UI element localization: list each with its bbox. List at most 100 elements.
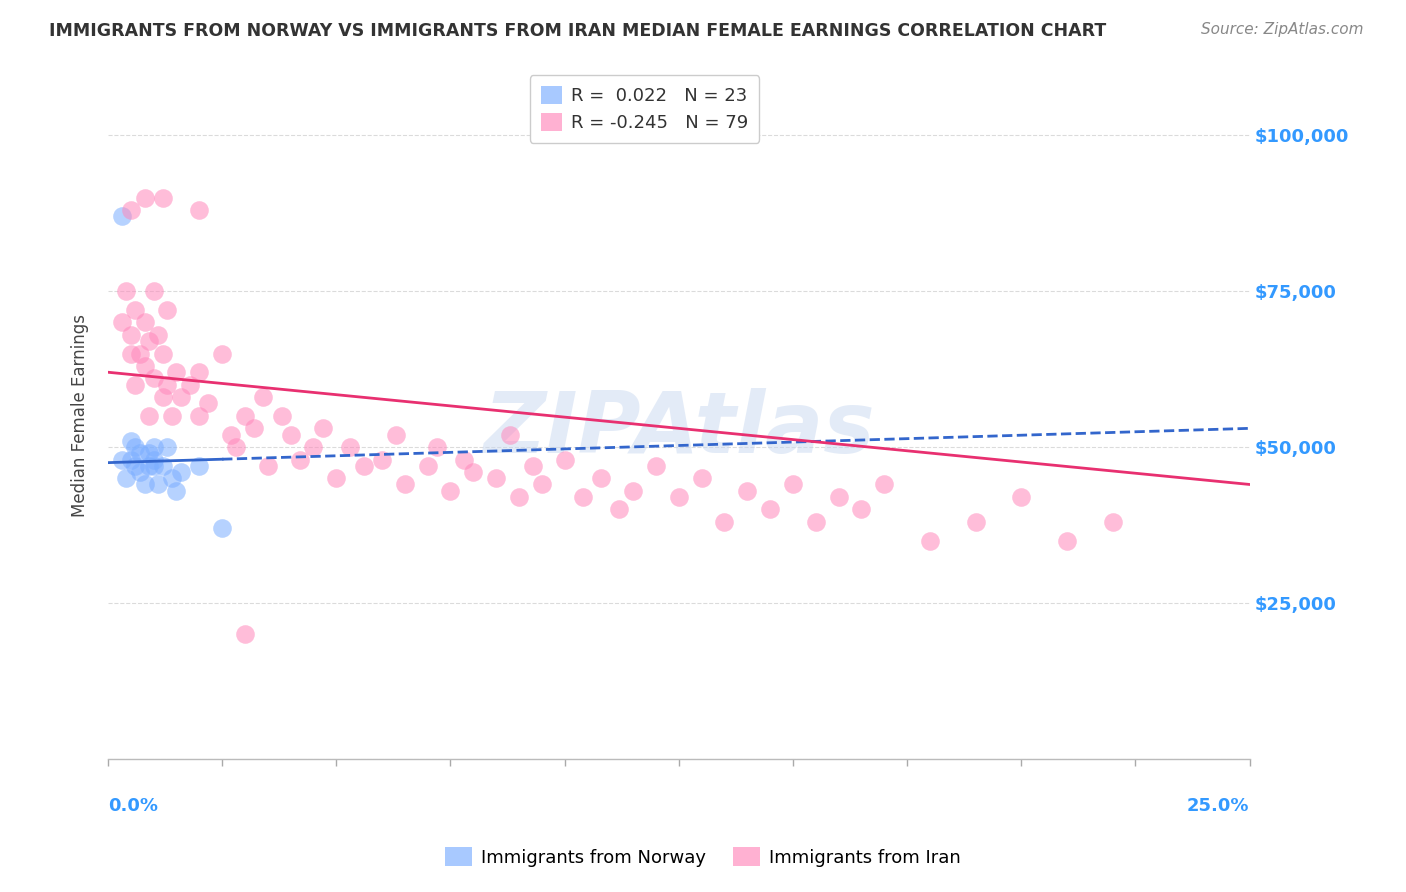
Point	[129, 446, 152, 460]
Point	[120, 434, 142, 448]
Point	[188, 203, 211, 218]
Point	[124, 377, 146, 392]
Point	[1010, 490, 1032, 504]
Point	[873, 477, 896, 491]
Point	[621, 483, 644, 498]
Point	[252, 390, 274, 404]
Point	[485, 471, 508, 485]
Point	[302, 440, 325, 454]
Point	[111, 452, 134, 467]
Point	[453, 452, 475, 467]
Point	[211, 346, 233, 360]
Point	[134, 191, 156, 205]
Point	[124, 440, 146, 454]
Point	[554, 452, 576, 467]
Point	[120, 346, 142, 360]
Point	[508, 490, 530, 504]
Point	[148, 477, 170, 491]
Point	[426, 440, 449, 454]
Point	[394, 477, 416, 491]
Point	[138, 458, 160, 473]
Point	[152, 458, 174, 473]
Point	[156, 302, 179, 317]
Point	[690, 471, 713, 485]
Point	[1056, 533, 1078, 548]
Text: IMMIGRANTS FROM NORWAY VS IMMIGRANTS FROM IRAN MEDIAN FEMALE EARNINGS CORRELATIO: IMMIGRANTS FROM NORWAY VS IMMIGRANTS FRO…	[49, 22, 1107, 40]
Point	[325, 471, 347, 485]
Point	[572, 490, 595, 504]
Point	[371, 452, 394, 467]
Point	[713, 515, 735, 529]
Point	[120, 452, 142, 467]
Point	[609, 502, 631, 516]
Point	[256, 458, 278, 473]
Text: ZIPAtlas: ZIPAtlas	[484, 388, 875, 471]
Point	[152, 390, 174, 404]
Point	[142, 440, 165, 454]
Point	[353, 458, 375, 473]
Point	[142, 452, 165, 467]
Point	[311, 421, 333, 435]
Point	[160, 471, 183, 485]
Y-axis label: Median Female Earnings: Median Female Earnings	[72, 314, 89, 517]
Point	[166, 483, 188, 498]
Point	[668, 490, 690, 504]
Text: 25.0%: 25.0%	[1187, 797, 1250, 814]
Point	[120, 203, 142, 218]
Point	[591, 471, 613, 485]
Point	[243, 421, 266, 435]
Point	[965, 515, 987, 529]
Point	[156, 440, 179, 454]
Text: 0.0%: 0.0%	[108, 797, 157, 814]
Point	[142, 284, 165, 298]
Point	[152, 346, 174, 360]
Point	[645, 458, 668, 473]
Point	[197, 396, 219, 410]
Point	[827, 490, 849, 504]
Point	[188, 409, 211, 423]
Point	[522, 458, 544, 473]
Point	[142, 371, 165, 385]
Point	[124, 458, 146, 473]
Point	[129, 346, 152, 360]
Point	[233, 409, 256, 423]
Point	[851, 502, 873, 516]
Point	[120, 327, 142, 342]
Point	[918, 533, 941, 548]
Point	[270, 409, 292, 423]
Point	[142, 458, 165, 473]
Point	[463, 465, 485, 479]
Point	[160, 409, 183, 423]
Point	[188, 458, 211, 473]
Point	[219, 427, 242, 442]
Point	[416, 458, 439, 473]
Point	[134, 315, 156, 329]
Point	[148, 327, 170, 342]
Legend: R =  0.022   N = 23, R = -0.245   N = 79: R = 0.022 N = 23, R = -0.245 N = 79	[530, 75, 759, 143]
Point	[170, 465, 193, 479]
Point	[280, 427, 302, 442]
Point	[804, 515, 827, 529]
Point	[111, 210, 134, 224]
Point	[735, 483, 758, 498]
Point	[288, 452, 311, 467]
Point	[530, 477, 553, 491]
Point	[759, 502, 782, 516]
Point	[134, 477, 156, 491]
Point	[439, 483, 461, 498]
Point	[166, 365, 188, 379]
Point	[138, 334, 160, 348]
Point	[1101, 515, 1123, 529]
Point	[152, 191, 174, 205]
Point	[129, 465, 152, 479]
Point	[156, 377, 179, 392]
Point	[179, 377, 201, 392]
Point	[134, 359, 156, 373]
Point	[211, 521, 233, 535]
Point	[124, 302, 146, 317]
Point	[111, 315, 134, 329]
Legend: Immigrants from Norway, Immigrants from Iran: Immigrants from Norway, Immigrants from …	[437, 840, 969, 874]
Point	[782, 477, 804, 491]
Point	[138, 446, 160, 460]
Point	[188, 365, 211, 379]
